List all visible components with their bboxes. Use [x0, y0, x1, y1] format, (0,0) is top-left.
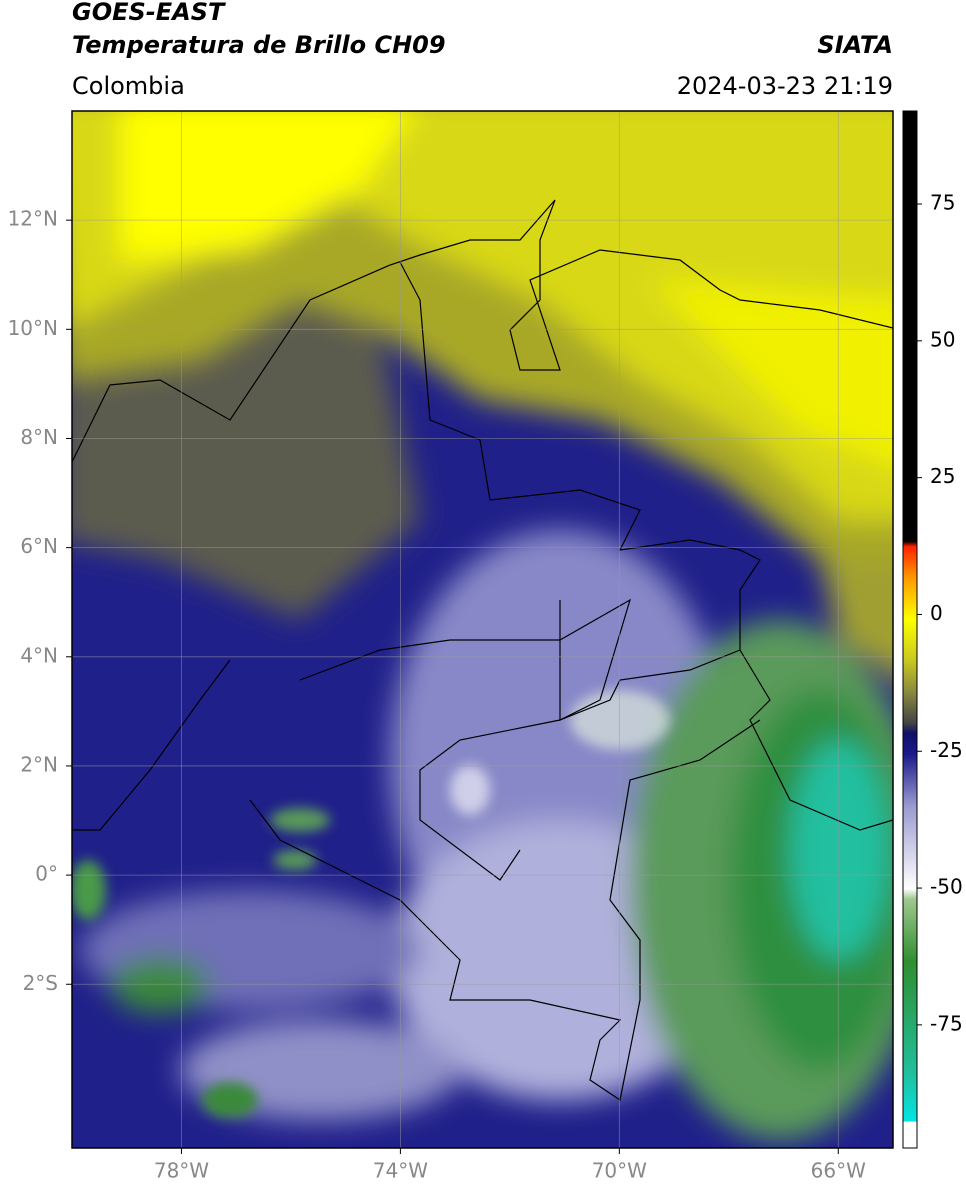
colorbar-tick-label: 25	[930, 464, 955, 488]
grid	[72, 111, 893, 1148]
datetime: 2024-03-23 21:19	[677, 72, 893, 100]
x-tick-label: 66°W	[811, 1159, 866, 1183]
y-tick-label: 6°N	[20, 534, 58, 558]
x-tick-label: 78°W	[154, 1159, 209, 1183]
region: Colombia	[72, 72, 185, 100]
x-tick-label: 70°W	[592, 1159, 647, 1183]
y-tick-label: 12°N	[8, 207, 58, 231]
subtitle: Temperatura de Brillo CH09	[72, 31, 446, 59]
y-tick-label: 0°	[35, 862, 58, 886]
title: GOES-EAST	[72, 0, 226, 26]
colorbar	[902, 110, 918, 1149]
y-tick-label: 2°N	[20, 752, 58, 776]
colorbar-tick-label: -50	[930, 875, 963, 899]
y-tick-label: 4°N	[20, 643, 58, 667]
satellite-image	[72, 111, 893, 1148]
y-tick-label: 8°N	[20, 425, 58, 449]
colorbar-tick-label: 75	[930, 191, 955, 215]
colorbar-tick-label: -75	[930, 1011, 963, 1035]
y-tick-label: 2°S	[23, 971, 58, 995]
colorbar-tick-label: 0	[930, 601, 943, 625]
colorbar-tick-label: 50	[930, 327, 955, 351]
colorbar-tick-label: -25	[930, 738, 963, 762]
x-tick-label: 74°W	[373, 1159, 428, 1183]
y-tick-label: 10°N	[8, 316, 58, 340]
map-frame	[71, 110, 894, 1149]
source: SIATA	[817, 31, 893, 59]
